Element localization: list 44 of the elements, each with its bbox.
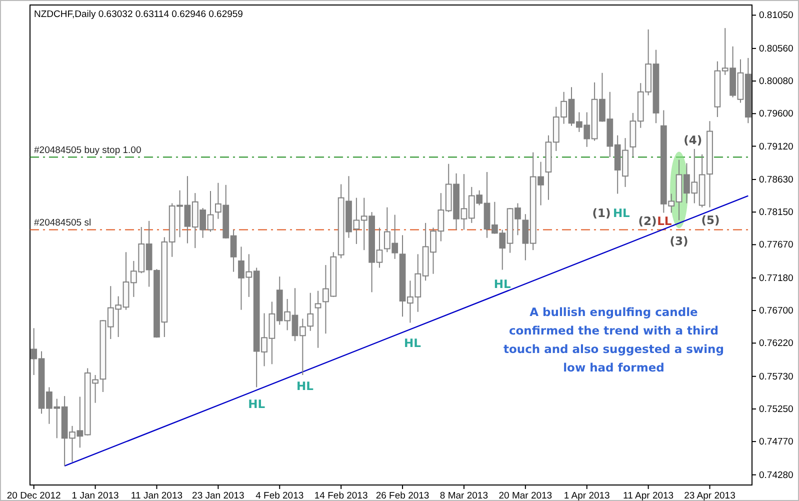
x-tick-label: 23 Apr 2013: [684, 490, 736, 501]
annotation: LL: [657, 214, 672, 228]
y-tick-label: 0.79600: [759, 108, 794, 120]
annotation: (3): [670, 234, 688, 248]
annotation: (5): [701, 213, 720, 227]
y-tick-label: 0.79120: [759, 141, 794, 152]
ref-line-label: #20484505 buy stop 1.00: [34, 145, 142, 156]
y-tick-label: 0.78150: [759, 207, 794, 218]
x-tick-label: 4 Feb 2013: [256, 490, 304, 501]
x-tick-label: 11 Apr 2013: [623, 490, 674, 501]
x-tick-label: 26 Feb 2013: [376, 490, 430, 501]
annotation: HL: [494, 277, 512, 291]
y-tick-label: 0.75250: [759, 404, 794, 415]
annotation: HL: [404, 336, 422, 350]
x-tick-label: 1 Apr 2013: [564, 490, 610, 501]
annotation: HL: [612, 206, 631, 220]
x-tick-label: 23 Jan 2013: [192, 490, 244, 501]
y-tick-label: 0.74770: [759, 436, 794, 448]
x-tick-label: 14 Feb 2013: [314, 490, 368, 501]
y-tick-label: 0.75730: [759, 371, 794, 382]
annotation: HL: [296, 379, 314, 393]
y-tick-label: 0.80560: [759, 43, 794, 54]
x-tick-label: 11 Jan 2013: [130, 490, 183, 501]
annotation: (1): [592, 206, 611, 220]
x-tick-label: 20 Mar 2013: [498, 490, 552, 501]
y-tick-label: 0.74280: [759, 470, 794, 481]
candlestick: [307, 292, 314, 332]
y-tick-label: 0.76220: [759, 338, 794, 350]
y-tick-label: 0.76700: [759, 306, 794, 317]
x-tick-label: 8 Mar 2013: [440, 490, 488, 501]
chart-title: NZDCHF,Daily 0.63032 0.63114 0.62946 0.62959: [34, 9, 243, 20]
annotation: (4): [684, 133, 702, 147]
y-tick-label: 0.77180: [759, 272, 794, 284]
y-tick-label: 0.81050: [759, 10, 794, 22]
x-tick-label: 20 Dec 2012: [6, 490, 61, 501]
y-tick-label: 0.80080: [759, 76, 794, 88]
candlestick: [314, 290, 322, 348]
y-tick-label: 0.78630: [759, 174, 794, 186]
annotation: HL: [248, 397, 266, 411]
annotation: A bullish engulfing candle confirmed the trend with a third touch and also suggested a swing low had formed: [503, 305, 724, 374]
ref-line-label: #20484505 sl: [34, 218, 92, 229]
x-tick-label: 1 Jan 2013: [72, 490, 119, 501]
y-tick-label: 0.77670: [759, 240, 794, 251]
annotation: (2): [638, 214, 657, 228]
